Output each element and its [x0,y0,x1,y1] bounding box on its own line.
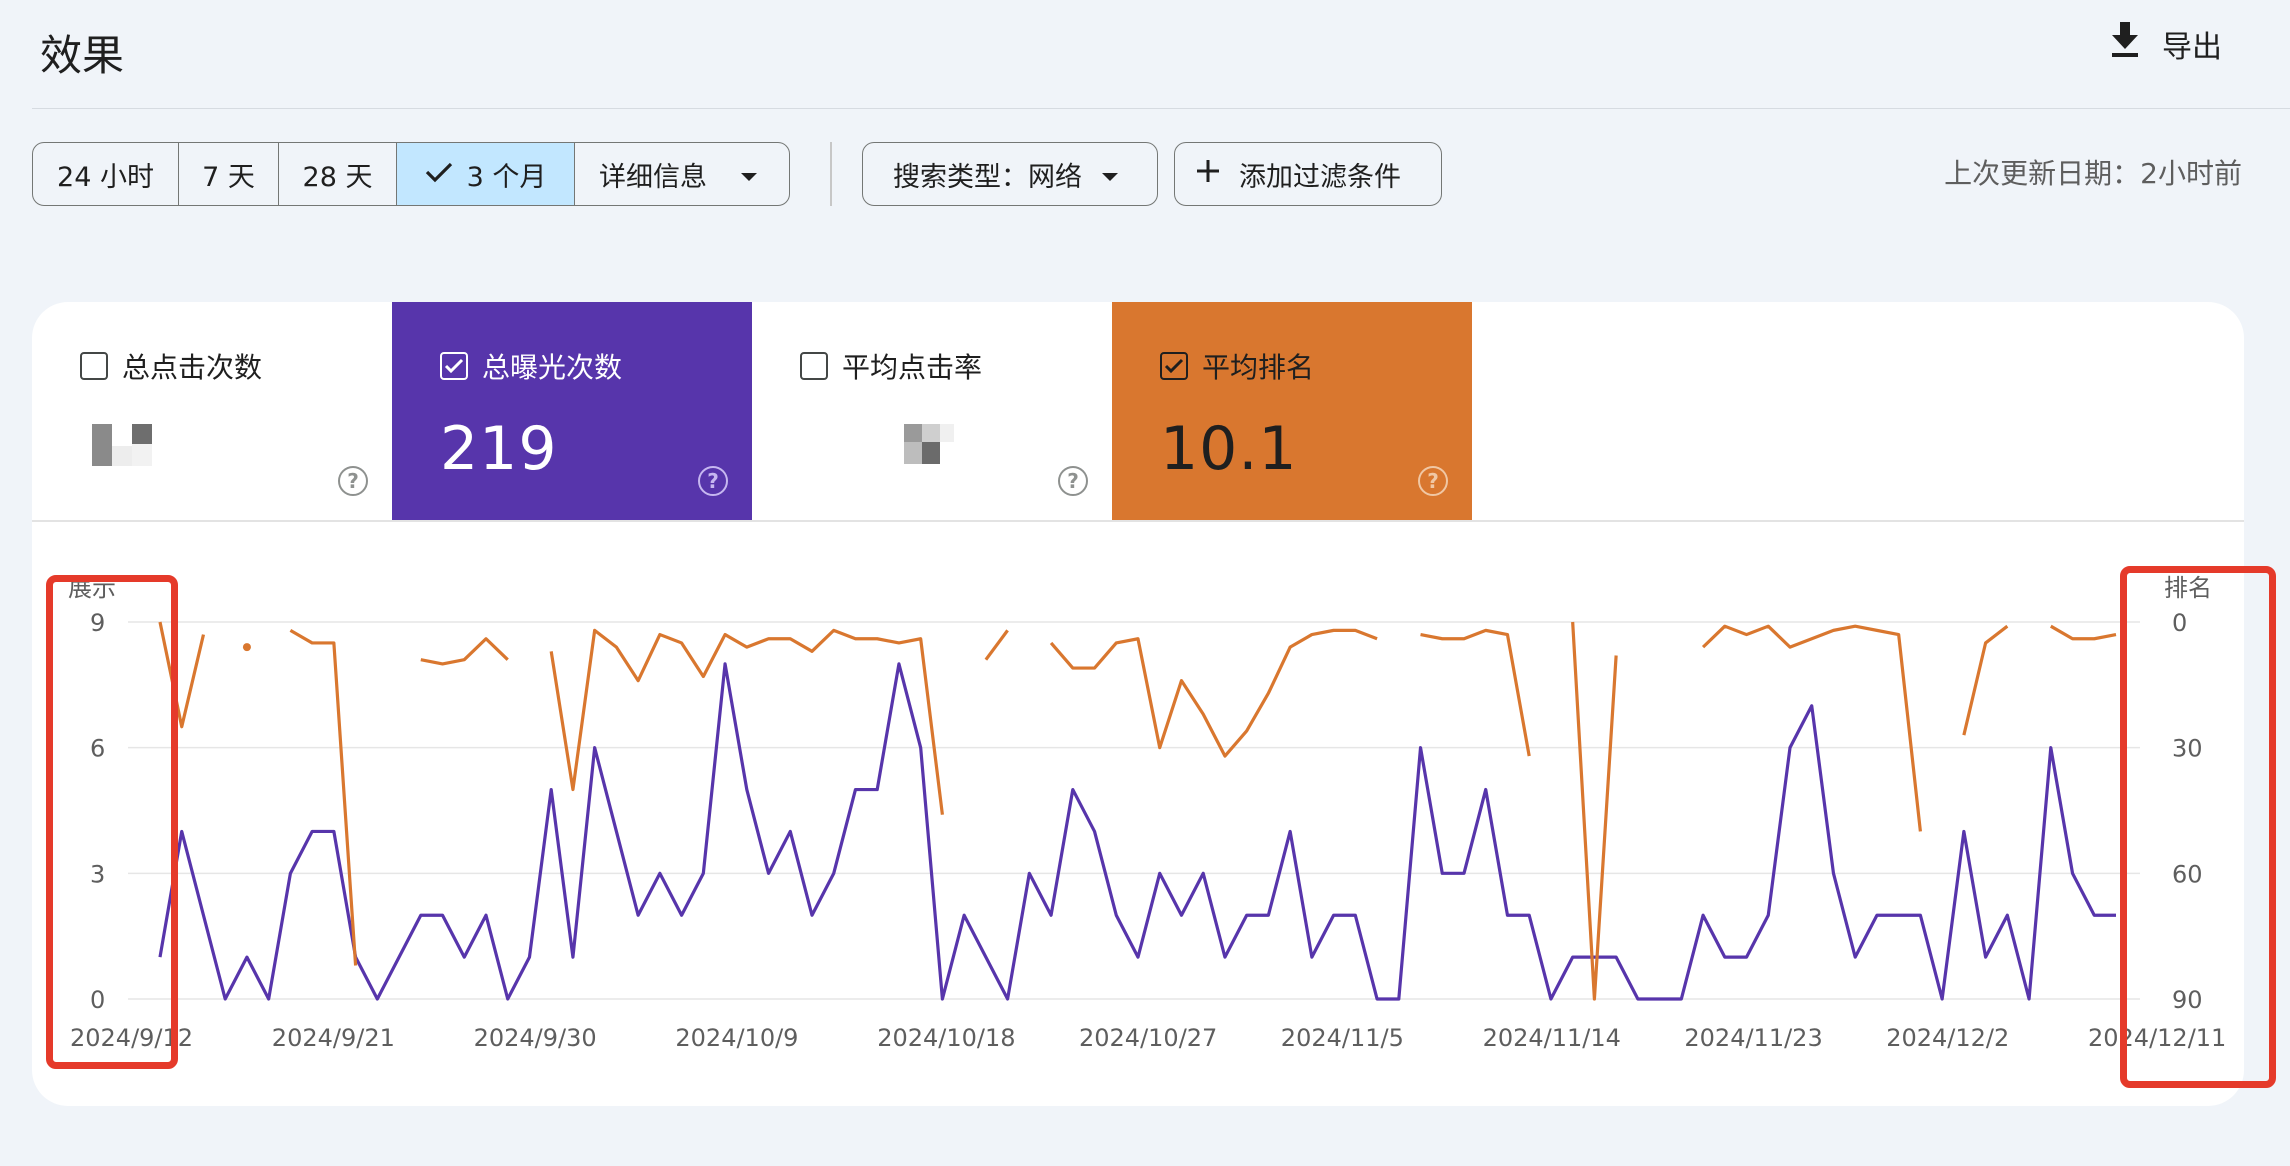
metric-impressions[interactable]: 总曝光次数 219 ? [392,302,752,520]
add-filter-button[interactable]: 添加过滤条件 [1174,142,1442,206]
metric-label: 平均点击率 [842,351,983,384]
range-7d-button[interactable]: 7 天 [179,143,279,205]
date-range-selector: 24 小时 7 天 28 天 3 个月 详细信息 [32,142,790,206]
x-tick-label: 2024/10/9 [675,1024,798,1052]
checkbox-checked-icon[interactable] [440,352,468,380]
x-tick-label: 2024/12/11 [2088,1024,2226,1052]
position-line [1701,624,1922,832]
range-3m-button[interactable]: 3 个月 [397,143,575,205]
x-tick-label: 2024/11/14 [1483,1024,1621,1052]
range-28d-button[interactable]: 28 天 [279,143,397,205]
metric-label: 总点击次数 [122,351,263,384]
header-divider [32,108,2290,109]
help-icon[interactable]: ? [338,466,368,496]
right-tick-label: 90 [2172,986,2203,1014]
x-tick-label: 2024/10/18 [877,1024,1015,1052]
x-tick-label: 2024/11/23 [1684,1024,1822,1052]
right-axis-title: 排名 [2164,574,2212,602]
metric-label: 平均排名 [1202,351,1315,384]
redacted-value [80,424,392,470]
performance-card: 总点击次数 ? 总曝光次数 219 ? 平均点击率 [32,302,2244,1106]
position-line [1420,628,1531,757]
left-tick-label: 9 [90,609,105,637]
download-icon [2110,22,2140,66]
x-tick-label: 2024/9/21 [272,1024,395,1052]
right-tick-label: 0 [2172,609,2187,637]
position-line [1571,621,1618,1001]
metrics-divider [32,520,2244,522]
position-line [158,621,206,729]
position-line [289,628,358,966]
export-label: 导出 [2162,30,2222,65]
help-icon[interactable]: ? [698,466,728,496]
metric-ctr[interactable]: 平均点击率 ? [752,302,1112,520]
checkbox-checked-icon[interactable] [1160,352,1188,380]
page-title: 效果 [40,31,125,80]
metric-clicks[interactable]: 总点击次数 ? [32,302,392,520]
checkbox-unchecked-icon[interactable] [80,352,108,380]
help-icon[interactable]: ? [1058,466,1088,496]
checkbox-unchecked-icon[interactable] [800,352,828,380]
position-line [420,637,509,666]
metric-value: 219 [440,414,558,484]
left-tick-label: 6 [90,735,105,763]
position-line [1962,624,2009,736]
last-updated-text: 上次更新日期：2小时前 [1944,157,2242,190]
right-axis-highlight-box [2120,566,2276,1088]
x-tick-label: 2024/10/27 [1079,1024,1217,1052]
metric-position[interactable]: 平均排名 10.1 ? [1112,302,1472,520]
metric-label: 总曝光次数 [482,351,623,384]
check-icon [425,159,453,190]
left-tick-label: 0 [90,986,105,1014]
dropdown-arrow-icon [739,159,759,190]
right-tick-label: 60 [2172,860,2203,888]
position-line [2049,624,2117,641]
right-tick-label: 30 [2172,735,2203,763]
metric-value: 10.1 [1160,414,1298,484]
plus-icon [1195,158,1221,191]
more-details-dropdown[interactable]: 详细信息 [575,143,789,205]
search-type-dropdown[interactable]: 搜索类型：网络 [862,142,1158,206]
left-tick-label: 3 [90,860,105,888]
dropdown-arrow-icon [1100,159,1120,190]
position-line [1049,628,1378,758]
help-icon[interactable]: ? [1418,466,1448,496]
export-button[interactable]: 导出 [2110,22,2222,66]
toolbar-divider [830,142,832,206]
x-tick-label: 2024/12/2 [1886,1024,2009,1052]
redacted-value [800,424,1112,470]
left-axis-highlight-box [46,575,178,1069]
position-line [984,629,1009,661]
x-tick-label: 2024/11/5 [1281,1024,1404,1052]
impressions-line [158,662,2116,1001]
series-point [242,643,251,652]
position-line [549,628,944,815]
range-24h-button[interactable]: 24 小时 [33,143,179,205]
x-tick-label: 2024/9/30 [474,1024,597,1052]
